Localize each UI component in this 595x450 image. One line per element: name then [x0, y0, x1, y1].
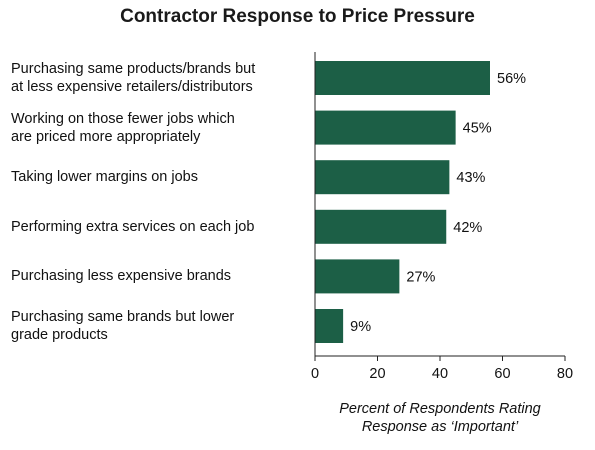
x-tick-label: 20	[369, 366, 385, 382]
bar	[315, 309, 344, 343]
category-label: Performing extra services on each job	[11, 218, 255, 235]
data-label: 56%	[497, 71, 526, 87]
bar	[315, 259, 400, 294]
data-label: 43%	[456, 170, 485, 186]
data-label: 45%	[463, 121, 492, 137]
x-tick-label: 0	[311, 366, 319, 382]
bar	[315, 61, 490, 95]
x-tick-label: 60	[494, 366, 510, 382]
category-label: Working on those fewer jobs which are pr…	[11, 110, 235, 145]
bar	[315, 209, 447, 244]
x-axis-label: Percent of Respondents Rating Response a…	[339, 401, 541, 435]
x-tick-label: 80	[557, 366, 573, 382]
category-label: Purchasing less expensive brands	[11, 268, 232, 285]
bar	[315, 110, 456, 145]
x-tick-label: 40	[432, 366, 448, 382]
category-label: Purchasing same products/brands but at l…	[11, 61, 256, 95]
category-label: Taking lower margins on jobs	[11, 169, 198, 186]
data-label: 42%	[453, 220, 482, 236]
data-label: 27%	[406, 269, 435, 285]
bar	[315, 160, 450, 195]
chart-title: Contractor Response to Price Pressure	[120, 6, 475, 27]
data-label: 9%	[350, 319, 371, 335]
category-label: Purchasing same brands but lower grade p…	[11, 309, 235, 343]
